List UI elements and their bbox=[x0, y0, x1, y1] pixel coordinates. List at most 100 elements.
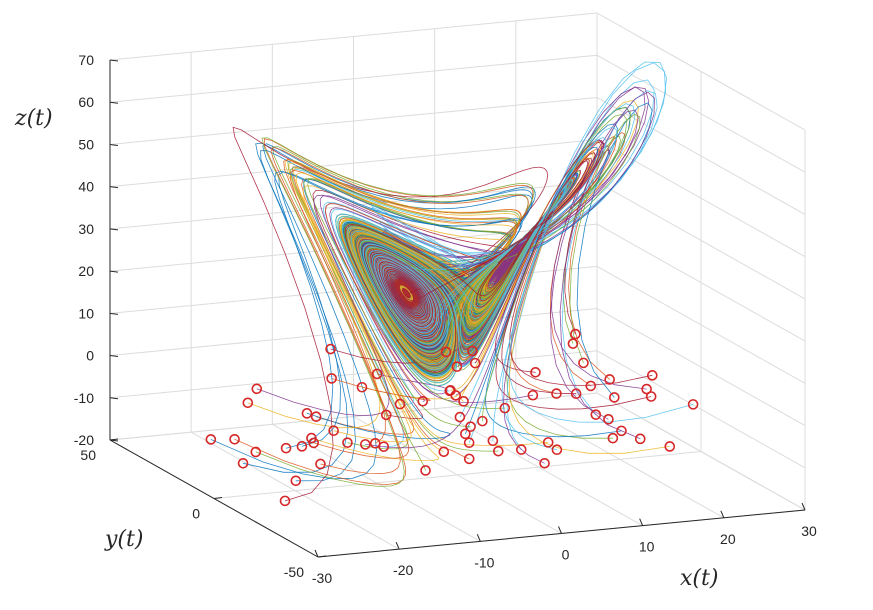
z-tick-label: -10 bbox=[74, 390, 94, 406]
x-tick-mark bbox=[476, 534, 481, 542]
x-tick-mark bbox=[639, 518, 644, 526]
initial-condition-marker bbox=[641, 383, 652, 395]
initial-condition-marker bbox=[530, 367, 541, 378]
initial-condition-marker bbox=[454, 411, 466, 423]
initial-condition-marker bbox=[310, 411, 322, 422]
x-tick-mark bbox=[395, 541, 400, 550]
grid-line bbox=[109, 54, 598, 103]
initial-condition-marker bbox=[585, 380, 597, 392]
y-tick-label: 0 bbox=[192, 506, 200, 522]
initial-condition-marker bbox=[242, 397, 254, 409]
initial-condition-marker bbox=[460, 428, 471, 440]
initial-condition-marker bbox=[527, 389, 539, 401]
trajectories bbox=[210, 61, 694, 502]
initial-condition-marker bbox=[664, 441, 676, 452]
z-tick-label: 50 bbox=[78, 136, 94, 152]
x-tick-label: 0 bbox=[562, 547, 570, 563]
grid-line bbox=[213, 451, 702, 499]
initial-conditions bbox=[205, 328, 699, 507]
initial-condition-marker bbox=[646, 370, 658, 381]
initial-condition-marker bbox=[445, 385, 456, 396]
initial-condition-marker bbox=[570, 388, 582, 400]
x-tick-label: 10 bbox=[639, 539, 655, 555]
grid-line bbox=[109, 12, 598, 61]
x-tick-label: 20 bbox=[720, 531, 736, 547]
z-tick-mark bbox=[109, 101, 119, 104]
initial-condition-marker bbox=[438, 446, 450, 458]
y-tick-label: 50 bbox=[80, 447, 96, 463]
z-tick-label: 20 bbox=[78, 263, 94, 279]
initial-condition-marker bbox=[280, 442, 292, 454]
initial-condition-marker bbox=[687, 399, 699, 410]
x-tick-mark bbox=[720, 510, 725, 519]
trajectory bbox=[256, 194, 530, 417]
z-tick-mark bbox=[109, 270, 119, 273]
initial-condition-marker bbox=[539, 457, 550, 469]
z-tick-label: 60 bbox=[78, 94, 94, 110]
z-tick-mark bbox=[109, 397, 119, 400]
initial-condition-marker bbox=[380, 409, 392, 421]
initial-condition-marker bbox=[604, 374, 615, 385]
x-tick-label: 30 bbox=[801, 523, 817, 539]
grid-line bbox=[109, 350, 598, 399]
initial-condition-marker bbox=[371, 368, 383, 380]
initial-condition-marker bbox=[328, 425, 339, 437]
initial-condition-marker bbox=[542, 437, 554, 448]
initial-condition-marker bbox=[493, 445, 504, 457]
initial-condition-marker bbox=[440, 346, 452, 358]
z-tick-label: 40 bbox=[78, 179, 94, 195]
initial-condition-marker bbox=[229, 433, 240, 445]
initial-condition-marker bbox=[369, 438, 381, 449]
initial-condition-marker bbox=[607, 432, 619, 444]
initial-condition-marker bbox=[567, 338, 579, 349]
x-tick-label: -10 bbox=[474, 554, 494, 570]
initial-condition-marker bbox=[590, 409, 602, 420]
grid-line bbox=[109, 96, 598, 145]
initial-condition-marker bbox=[279, 495, 291, 507]
initial-condition-marker bbox=[487, 435, 499, 447]
initial-condition-marker bbox=[609, 392, 620, 403]
initial-condition-marker bbox=[477, 415, 488, 427]
initial-condition-marker bbox=[205, 434, 217, 445]
initial-condition-marker bbox=[465, 421, 476, 432]
z-tick-mark bbox=[109, 355, 119, 358]
trajectory bbox=[295, 172, 561, 443]
initial-condition-marker bbox=[360, 439, 371, 450]
z-tick-mark bbox=[109, 186, 119, 189]
x-tick-label: -30 bbox=[312, 570, 332, 586]
axis-lines bbox=[109, 59, 806, 558]
x-tick-label: -20 bbox=[393, 562, 413, 578]
initial-condition-marker bbox=[570, 328, 581, 340]
x-tick-mark bbox=[314, 549, 319, 558]
initial-condition-marker bbox=[290, 475, 302, 487]
grid-line bbox=[109, 139, 598, 188]
initial-condition-marker bbox=[616, 425, 627, 437]
initial-condition-marker bbox=[417, 395, 429, 407]
x-tick-mark bbox=[801, 502, 806, 511]
initial-condition-marker bbox=[326, 373, 337, 384]
initial-condition-marker bbox=[451, 361, 463, 372]
z-axis-label: z(t) bbox=[14, 106, 53, 131]
initial-condition-marker bbox=[469, 357, 481, 369]
trajectory bbox=[344, 160, 589, 373]
initial-condition-marker bbox=[515, 444, 527, 455]
y-tick-mark bbox=[317, 555, 327, 558]
initial-condition-marker bbox=[458, 396, 469, 407]
z-tick-mark bbox=[109, 312, 119, 315]
y-axis-label: y(t) bbox=[104, 527, 143, 552]
initial-condition-marker bbox=[296, 441, 308, 452]
initial-condition-marker bbox=[463, 453, 475, 465]
initial-condition-marker bbox=[603, 414, 614, 425]
initial-condition-marker bbox=[420, 465, 431, 476]
y-tick-mark bbox=[213, 497, 223, 499]
tick-labels: -30 -20 -10 0 10 20 30-50050-20-10010203040506… bbox=[74, 52, 817, 586]
z-tick-mark bbox=[109, 228, 119, 231]
z-tick-label: 70 bbox=[78, 52, 94, 68]
z-tick-label: -20 bbox=[74, 432, 94, 448]
x-tick-mark bbox=[558, 526, 562, 534]
z-tick-mark bbox=[109, 59, 119, 62]
initial-condition-marker bbox=[394, 398, 406, 410]
initial-condition-marker bbox=[450, 390, 462, 401]
initial-condition-marker bbox=[551, 388, 562, 399]
